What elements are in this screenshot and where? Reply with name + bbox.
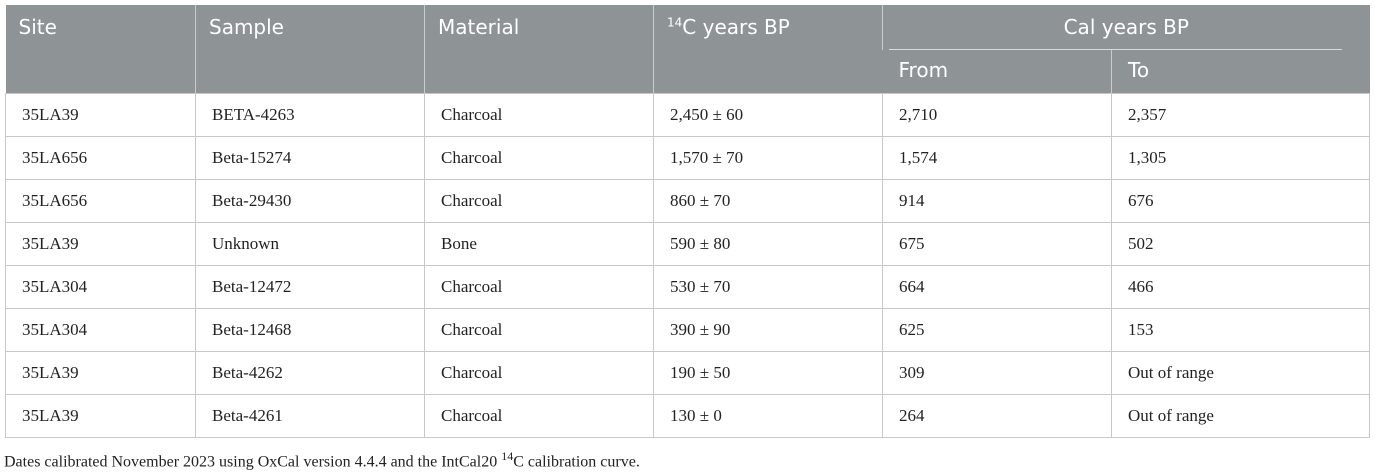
table-cell: 35LA39 [5,221,196,266]
table-cell: Bone [424,221,654,266]
table-cell: 1,574 [882,135,1112,180]
table-cell: Unknown [195,221,425,266]
table-cell: 675 [882,221,1112,266]
table-cell: Charcoal [424,393,654,438]
table-cell: 466 [1111,264,1370,309]
table-cell: 625 [882,307,1112,352]
table-cell: Beta-12468 [195,307,425,352]
table-cell: Beta-29430 [195,178,425,223]
table-cell: 2,710 [882,92,1112,137]
table-cell: Beta-4261 [195,393,425,438]
table-cell: 664 [882,264,1112,309]
table-cell: Beta-4262 [195,350,425,395]
table-cell: 35LA656 [5,135,196,180]
table-cell: 390 ± 90 [653,307,883,352]
header-text: C years BP [682,15,790,39]
footnote-text: Dates calibrated November 2023 using OxC… [4,453,502,471]
table-cell: 590 ± 80 [653,221,883,266]
header-cell: Site [5,5,196,93]
table-cell: 153 [1111,307,1370,352]
table-cell: 309 [882,350,1112,395]
table-cell: 35LA39 [5,350,196,395]
table-cell: Charcoal [424,350,654,395]
table-row: 35LA39 Beta-4261 Charcoal 130 ± 0 264 Out of … [5,393,1370,438]
table-body: 35LA39 BETA-4263 Charcoal 2,450 ± 60 2,710 2,… [5,92,1370,438]
table-cell: 676 [1111,178,1370,223]
table-cell: Charcoal [424,307,654,352]
table-cell: 264 [882,393,1112,438]
table-cell: 35LA304 [5,264,196,309]
table-cell: Charcoal [424,135,654,180]
table-cell: Charcoal [424,92,654,137]
table-row: 35LA656 Beta-15274 Charcoal 1,570 ± 70 1,574… [5,135,1370,180]
table-cell: 35LA39 [5,92,196,137]
table-cell: Charcoal [424,264,654,309]
table-cell: Charcoal [424,178,654,223]
data-table: Site Sample Material 14C years BP Cal ye… [5,5,1370,438]
table-row: 35LA39 BETA-4263 Charcoal 2,450 ± 60 2,710 2,… [5,92,1370,137]
superscript: 14 [501,449,514,463]
table-cell: 860 ± 70 [653,178,883,223]
table-cell: Out of range [1111,350,1370,395]
table-row: 35LA304 Beta-12472 Charcoal 530 ± 70 664 466 [5,264,1370,309]
table-cell: Beta-12472 [195,264,425,309]
table-cell: 502 [1111,221,1370,266]
table-row: 35LA304 Beta-12468 Charcoal 390 ± 90 625 153 [5,307,1370,352]
table-row: 35LA39 Beta-4262 Charcoal 190 ± 50 309 Out of… [5,350,1370,395]
table-cell: 35LA39 [5,393,196,438]
table-cell: 914 [882,178,1112,223]
table-cell: 1,305 [1111,135,1370,180]
table-cell: 2,357 [1111,92,1370,137]
table-row: 35LA656 Beta-29430 Charcoal 860 ± 70 914 676 [5,178,1370,223]
table-cell: 190 ± 50 [653,350,883,395]
header-cell: Sample [195,5,425,93]
header-cell: Material [424,5,654,93]
table-row: 35LA39 Unknown Bone 590 ± 80 675 502 [5,221,1370,266]
header-cell: To [1111,50,1370,93]
table-cell: Beta-15274 [195,135,425,180]
table-cell: 35LA656 [5,178,196,223]
table-cell: 35LA304 [5,307,196,352]
header-cell: From [882,50,1112,93]
footnote: Dates calibrated November 2023 using OxC… [4,449,640,471]
header-cell: 14C years BP [653,5,883,93]
footnote-text: C calibration curve. [513,453,640,471]
table-cell: 2,450 ± 60 [653,92,883,137]
table-cell: 530 ± 70 [653,264,883,309]
table-cell: 130 ± 0 [653,393,883,438]
table-cell: Out of range [1111,393,1370,438]
header-group: Cal years BP [882,5,1370,50]
superscript: 14 [667,15,683,30]
table-cell: 1,570 ± 70 [653,135,883,180]
table-cell: BETA-4263 [195,92,425,137]
